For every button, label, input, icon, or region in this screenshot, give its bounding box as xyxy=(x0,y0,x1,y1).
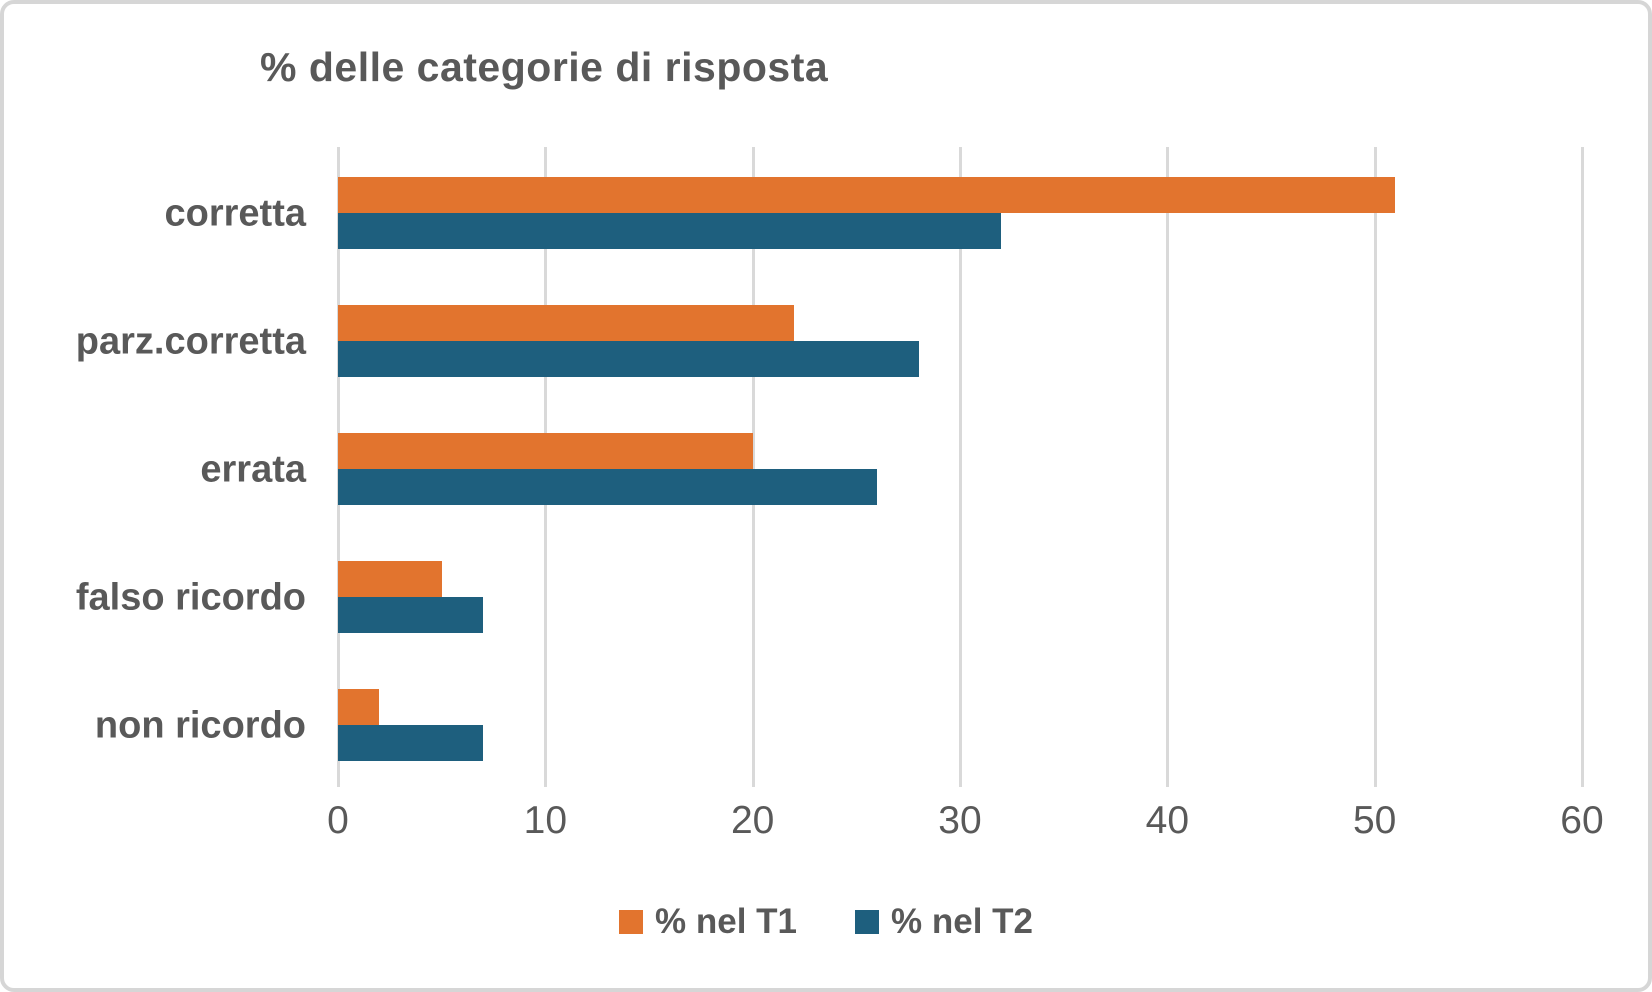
gridline-20 xyxy=(751,147,755,787)
category-label-1: parz.corretta xyxy=(75,320,306,363)
x-tick-label-60: 60 xyxy=(1560,799,1604,842)
category-label-0: corretta xyxy=(164,192,307,235)
bar-non-ricordo-t2 xyxy=(338,725,484,761)
category-label-2: errata xyxy=(200,448,306,491)
bar-corretta-t2 xyxy=(338,213,1002,249)
gridline-50 xyxy=(1373,147,1377,787)
x-tick-label-30: 30 xyxy=(938,799,982,842)
legend: % nel T1 % nel T2 xyxy=(4,898,1648,946)
bar-non-ricordo-t1 xyxy=(338,689,380,725)
legend-item-t1: % nel T1 xyxy=(619,902,797,942)
x-tick-label-0: 0 xyxy=(327,799,349,842)
gridline-40 xyxy=(1166,147,1170,787)
bar-errata-t2 xyxy=(338,469,878,505)
x-tick-label-50: 50 xyxy=(1352,799,1397,842)
bar-parz-corretta-t2 xyxy=(338,341,919,377)
legend-label: % nel T1 xyxy=(655,902,797,941)
legend-swatch-icon xyxy=(855,910,879,934)
bar-corretta-t1 xyxy=(338,177,1396,213)
band-0 xyxy=(338,147,1582,275)
x-tick-label-10: 10 xyxy=(523,799,568,842)
band-4 xyxy=(338,659,1582,787)
bar-falso-ricordo-t2 xyxy=(338,597,484,633)
gridline-30 xyxy=(959,147,962,787)
band-1 xyxy=(338,275,1582,403)
bar-parz-corretta-t1 xyxy=(338,305,795,341)
legend-label: % nel T2 xyxy=(891,902,1033,941)
chart-title: % delle categorie di risposta xyxy=(260,44,829,90)
bar-errata-t1 xyxy=(338,433,753,469)
legend-item-t2: % nel T2 xyxy=(855,902,1033,942)
bar-falso-ricordo-t1 xyxy=(338,561,442,597)
band-3 xyxy=(338,531,1582,659)
x-tick-label-40: 40 xyxy=(1145,799,1190,842)
x-tick-label-20: 20 xyxy=(730,799,775,842)
legend-swatch-icon xyxy=(619,910,644,934)
category-label-4: non ricordo xyxy=(94,704,306,747)
plot-area xyxy=(337,147,1584,787)
category-label-3: falso ricordo xyxy=(75,576,306,619)
band-2 xyxy=(338,403,1582,531)
gridline-60 xyxy=(1581,147,1584,787)
